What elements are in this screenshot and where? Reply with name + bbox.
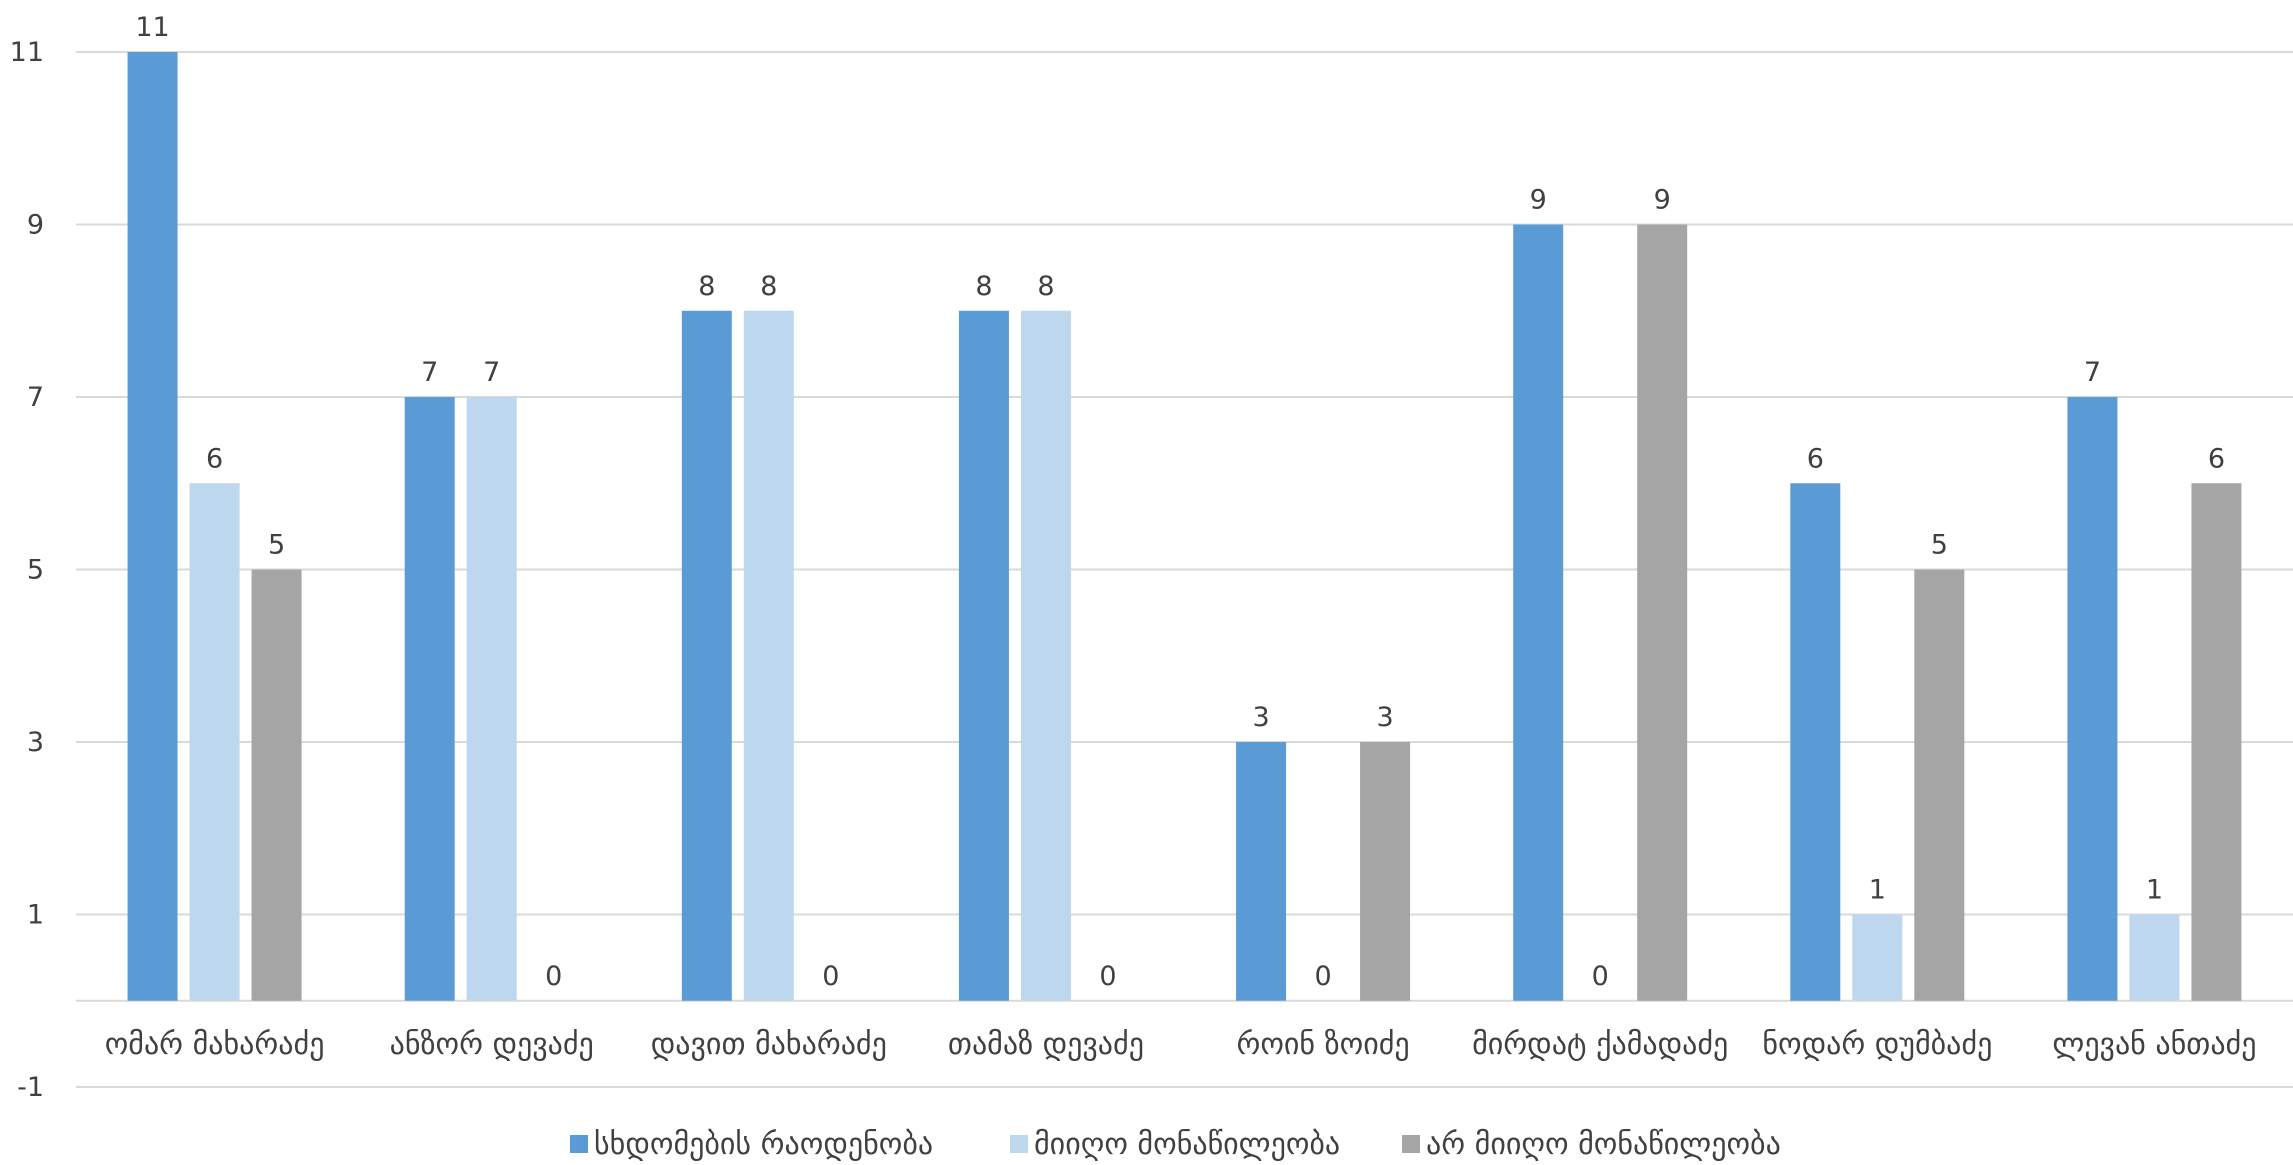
data-label: 8: [760, 271, 777, 302]
y-tick-label: 9: [27, 210, 44, 241]
bar: [1360, 742, 1411, 1001]
category-label: დავით მახარაძე: [651, 1027, 887, 1062]
y-tick-label: 7: [27, 382, 44, 413]
category-label: ანზორ დევაძე: [390, 1027, 594, 1062]
bar: [189, 483, 240, 1001]
data-label: 11: [135, 12, 169, 43]
data-label: 5: [1931, 530, 1948, 561]
data-label: 1: [1869, 875, 1886, 906]
data-label: 0: [1099, 961, 1116, 992]
data-labels: 11 6 5 7 7 0 8 8 0 8 8 0 3 0 3 9 0 9 6 1 5 7 1 6: [135, 12, 2225, 992]
bar: [1020, 310, 1071, 1001]
data-label: 8: [975, 271, 992, 302]
bar: [251, 569, 302, 1001]
data-label: 9: [1654, 185, 1671, 216]
bar: [681, 310, 732, 1001]
bar: [1513, 224, 1564, 1001]
legend-label: სხდომების რაოდენობა: [594, 1127, 933, 1162]
category-label: მირდატ ქამადაძე: [1472, 1027, 1728, 1062]
data-label: 0: [545, 961, 562, 992]
bar: [404, 397, 455, 1001]
bar: [1637, 224, 1688, 1001]
data-label: 6: [206, 443, 223, 474]
legend-label: არ მიიღო მონაწილეობა: [1426, 1127, 1781, 1162]
data-label: 7: [2084, 357, 2101, 388]
data-label: 6: [1807, 443, 1824, 474]
legend-swatch: [570, 1135, 588, 1153]
y-tick-label: 11: [10, 37, 44, 68]
data-label: 0: [1592, 961, 1609, 992]
data-label: 1: [2146, 875, 2163, 906]
data-label: 3: [1376, 702, 1393, 733]
category-label: ომარ მახარაძე: [105, 1027, 325, 1062]
y-tick-label: 1: [27, 900, 44, 931]
data-label: 7: [421, 357, 438, 388]
data-label: 9: [1530, 185, 1547, 216]
data-label: 7: [483, 357, 500, 388]
bar: [127, 52, 178, 1001]
category-label: ნოდარ დუმბაძე: [1762, 1027, 1992, 1062]
category-label: ლევან ანთაძე: [2052, 1027, 2256, 1062]
bars: [127, 52, 2242, 1001]
y-tick-label: -1: [17, 1072, 44, 1103]
bar: [2191, 483, 2242, 1001]
data-label: 5: [268, 530, 285, 561]
bar: [2067, 397, 2118, 1001]
y-tick-label: 5: [27, 555, 44, 586]
data-label: 3: [1252, 702, 1269, 733]
category-label: თამაზ დევაძე: [948, 1027, 1144, 1062]
y-tick-label: 3: [27, 727, 44, 758]
bar: [1852, 914, 1903, 1001]
legend-swatch: [1402, 1135, 1420, 1153]
bar: [743, 310, 794, 1001]
data-label: 8: [698, 271, 715, 302]
bar: [2129, 914, 2180, 1001]
data-label: 0: [822, 961, 839, 992]
legend-swatch: [1010, 1135, 1028, 1153]
category-labels: ომარ მახარაძე ანზორ დევაძე დავით მახარაძე თ…: [105, 1027, 2257, 1062]
data-label: 8: [1037, 271, 1054, 302]
bar: [958, 310, 1009, 1001]
bar: [1236, 742, 1287, 1001]
legend-label: მიიღო მონაწილეობა: [1034, 1127, 1340, 1162]
bar: [466, 397, 517, 1001]
data-label: 0: [1314, 961, 1331, 992]
category-label: როინ ზოიძე: [1236, 1027, 1409, 1062]
bar: [1790, 483, 1841, 1001]
y-axis-ticks: -1 1 3 5 7 9 11: [10, 37, 44, 1103]
legend: სხდომების რაოდენობა მიიღო მონაწილეობა არ მ…: [570, 1127, 1781, 1162]
bar: [1914, 569, 1965, 1001]
data-label: 6: [2208, 443, 2225, 474]
